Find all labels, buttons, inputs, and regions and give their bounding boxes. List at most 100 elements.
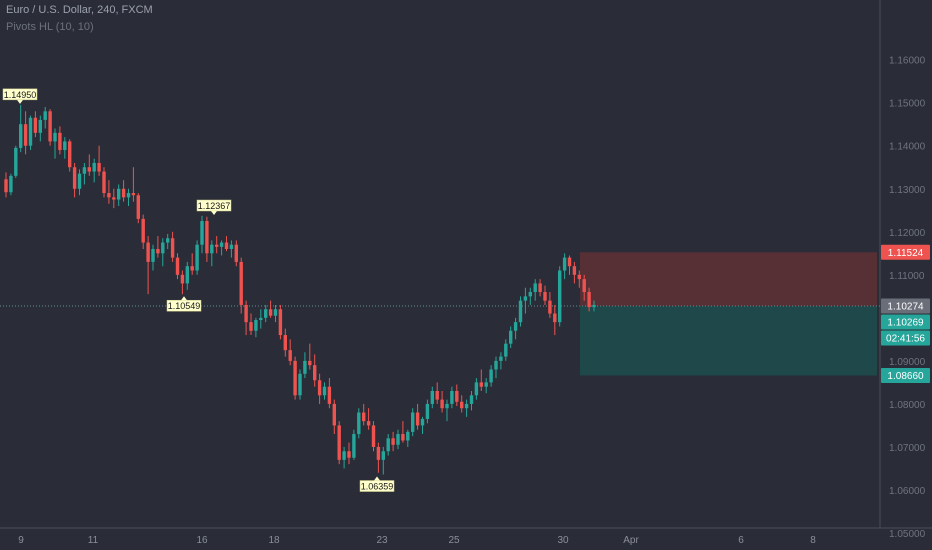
candle[interactable] bbox=[523, 287, 528, 314]
candle[interactable] bbox=[219, 240, 224, 256]
candle[interactable] bbox=[117, 184, 121, 206]
candle[interactable] bbox=[92, 158, 96, 183]
candle[interactable] bbox=[553, 304, 557, 336]
candle[interactable] bbox=[352, 429, 356, 460]
candle[interactable] bbox=[308, 343, 312, 370]
candle[interactable] bbox=[14, 145, 18, 179]
candle[interactable] bbox=[474, 378, 479, 400]
stop-loss-zone[interactable] bbox=[580, 252, 877, 307]
candle[interactable] bbox=[249, 313, 253, 336]
candle[interactable] bbox=[381, 446, 385, 475]
candle[interactable] bbox=[406, 429, 410, 447]
candle[interactable] bbox=[136, 193, 140, 224]
candle[interactable] bbox=[264, 304, 268, 323]
candle[interactable] bbox=[234, 240, 238, 267]
candle[interactable] bbox=[376, 442, 381, 473]
candles[interactable] bbox=[4, 104, 596, 475]
candle[interactable] bbox=[332, 399, 336, 435]
candle[interactable] bbox=[357, 408, 361, 439]
candle[interactable] bbox=[518, 296, 523, 327]
candle[interactable] bbox=[303, 352, 307, 379]
candle[interactable] bbox=[391, 431, 395, 452]
candle[interactable] bbox=[68, 139, 72, 172]
candle[interactable] bbox=[283, 328, 287, 357]
candle[interactable] bbox=[401, 421, 405, 443]
candle[interactable] bbox=[528, 287, 532, 305]
candle[interactable] bbox=[450, 386, 454, 409]
candle[interactable] bbox=[210, 240, 214, 267]
candle[interactable] bbox=[484, 378, 488, 394]
candle[interactable] bbox=[259, 309, 263, 329]
candle[interactable] bbox=[548, 292, 552, 318]
candle[interactable] bbox=[513, 317, 518, 340]
candle[interactable] bbox=[38, 115, 42, 142]
candle[interactable] bbox=[469, 391, 474, 411]
candle[interactable] bbox=[489, 365, 493, 387]
candle[interactable] bbox=[72, 162, 77, 198]
candle[interactable] bbox=[371, 421, 376, 452]
candle[interactable] bbox=[322, 382, 327, 400]
candle[interactable] bbox=[460, 395, 464, 413]
candle[interactable] bbox=[244, 300, 248, 336]
candle[interactable] bbox=[342, 446, 346, 469]
candle[interactable] bbox=[445, 399, 449, 422]
candle[interactable] bbox=[180, 270, 185, 295]
candle[interactable] bbox=[53, 128, 57, 159]
candle[interactable] bbox=[224, 236, 229, 252]
candle[interactable] bbox=[254, 317, 258, 338]
candle[interactable] bbox=[577, 270, 581, 288]
candle[interactable] bbox=[146, 236, 150, 295]
candle[interactable] bbox=[19, 104, 23, 153]
candle[interactable] bbox=[97, 145, 101, 176]
candle[interactable] bbox=[509, 326, 513, 348]
time-axis[interactable]: 9 11 16 18 23 25 30 Apr 6 8 bbox=[18, 535, 816, 546]
candle[interactable] bbox=[141, 214, 145, 250]
candle[interactable] bbox=[494, 356, 498, 379]
candle[interactable] bbox=[317, 373, 322, 404]
candle[interactable] bbox=[33, 111, 38, 138]
candle[interactable] bbox=[23, 111, 28, 155]
candle[interactable] bbox=[430, 386, 434, 409]
candle[interactable] bbox=[185, 261, 189, 290]
candle[interactable] bbox=[200, 215, 204, 254]
candle[interactable] bbox=[337, 421, 341, 465]
candle[interactable] bbox=[313, 354, 317, 387]
candle[interactable] bbox=[572, 261, 577, 284]
candle[interactable] bbox=[425, 399, 430, 424]
candle[interactable] bbox=[166, 233, 170, 250]
candle[interactable] bbox=[190, 253, 194, 275]
candle[interactable] bbox=[582, 274, 586, 301]
candle[interactable] bbox=[112, 188, 116, 209]
candle[interactable] bbox=[126, 188, 131, 206]
candle[interactable] bbox=[435, 382, 439, 404]
candle[interactable] bbox=[533, 279, 537, 301]
candle[interactable] bbox=[9, 173, 13, 196]
candle[interactable] bbox=[420, 416, 425, 435]
candle[interactable] bbox=[298, 369, 302, 400]
candle[interactable] bbox=[366, 408, 371, 430]
candle[interactable] bbox=[268, 300, 273, 318]
candle[interactable] bbox=[170, 231, 175, 262]
candle[interactable] bbox=[175, 253, 180, 280]
candle[interactable] bbox=[440, 391, 444, 413]
candle[interactable] bbox=[558, 266, 562, 327]
candle[interactable] bbox=[4, 172, 8, 198]
candle[interactable] bbox=[411, 408, 415, 437]
candle[interactable] bbox=[229, 240, 234, 258]
candle[interactable] bbox=[587, 287, 591, 312]
candle[interactable] bbox=[87, 154, 91, 176]
candle[interactable] bbox=[58, 126, 62, 155]
candle[interactable] bbox=[48, 109, 52, 146]
candle[interactable] bbox=[63, 137, 67, 159]
candle[interactable] bbox=[278, 304, 283, 340]
candle[interactable] bbox=[386, 434, 390, 456]
candle[interactable] bbox=[499, 352, 503, 370]
candle[interactable] bbox=[347, 442, 351, 465]
candle[interactable] bbox=[562, 253, 567, 280]
candle[interactable] bbox=[205, 216, 209, 262]
candle[interactable] bbox=[464, 399, 469, 417]
candle[interactable] bbox=[327, 378, 332, 409]
candle[interactable] bbox=[151, 244, 155, 271]
candle[interactable] bbox=[592, 300, 596, 312]
